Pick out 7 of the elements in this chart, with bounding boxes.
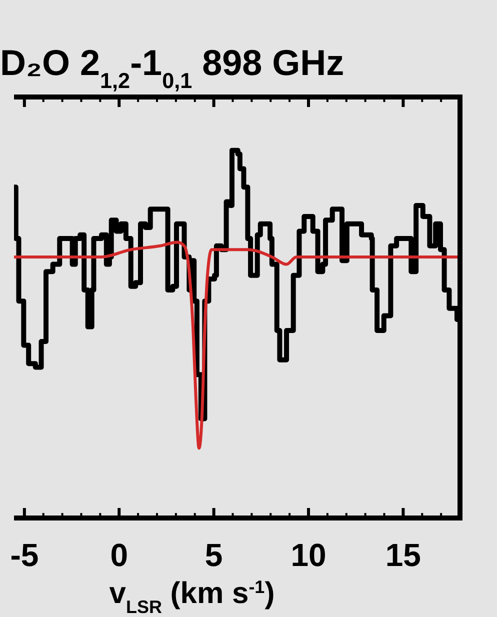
x-tick-label: 5 — [204, 537, 223, 573]
x-tick-label: 15 — [385, 537, 421, 573]
chart-title: D₂O 2$_{1,2}$-1$_{0,1}$ 898 GHz — [0, 42, 344, 92]
x-tick-label: 0 — [110, 537, 128, 573]
x-tick-label: 10 — [290, 537, 326, 573]
x-tick-label: -5 — [10, 537, 39, 573]
x-axis-title: v$_{LSR}$ (km s$^{-1}$) — [109, 577, 275, 617]
